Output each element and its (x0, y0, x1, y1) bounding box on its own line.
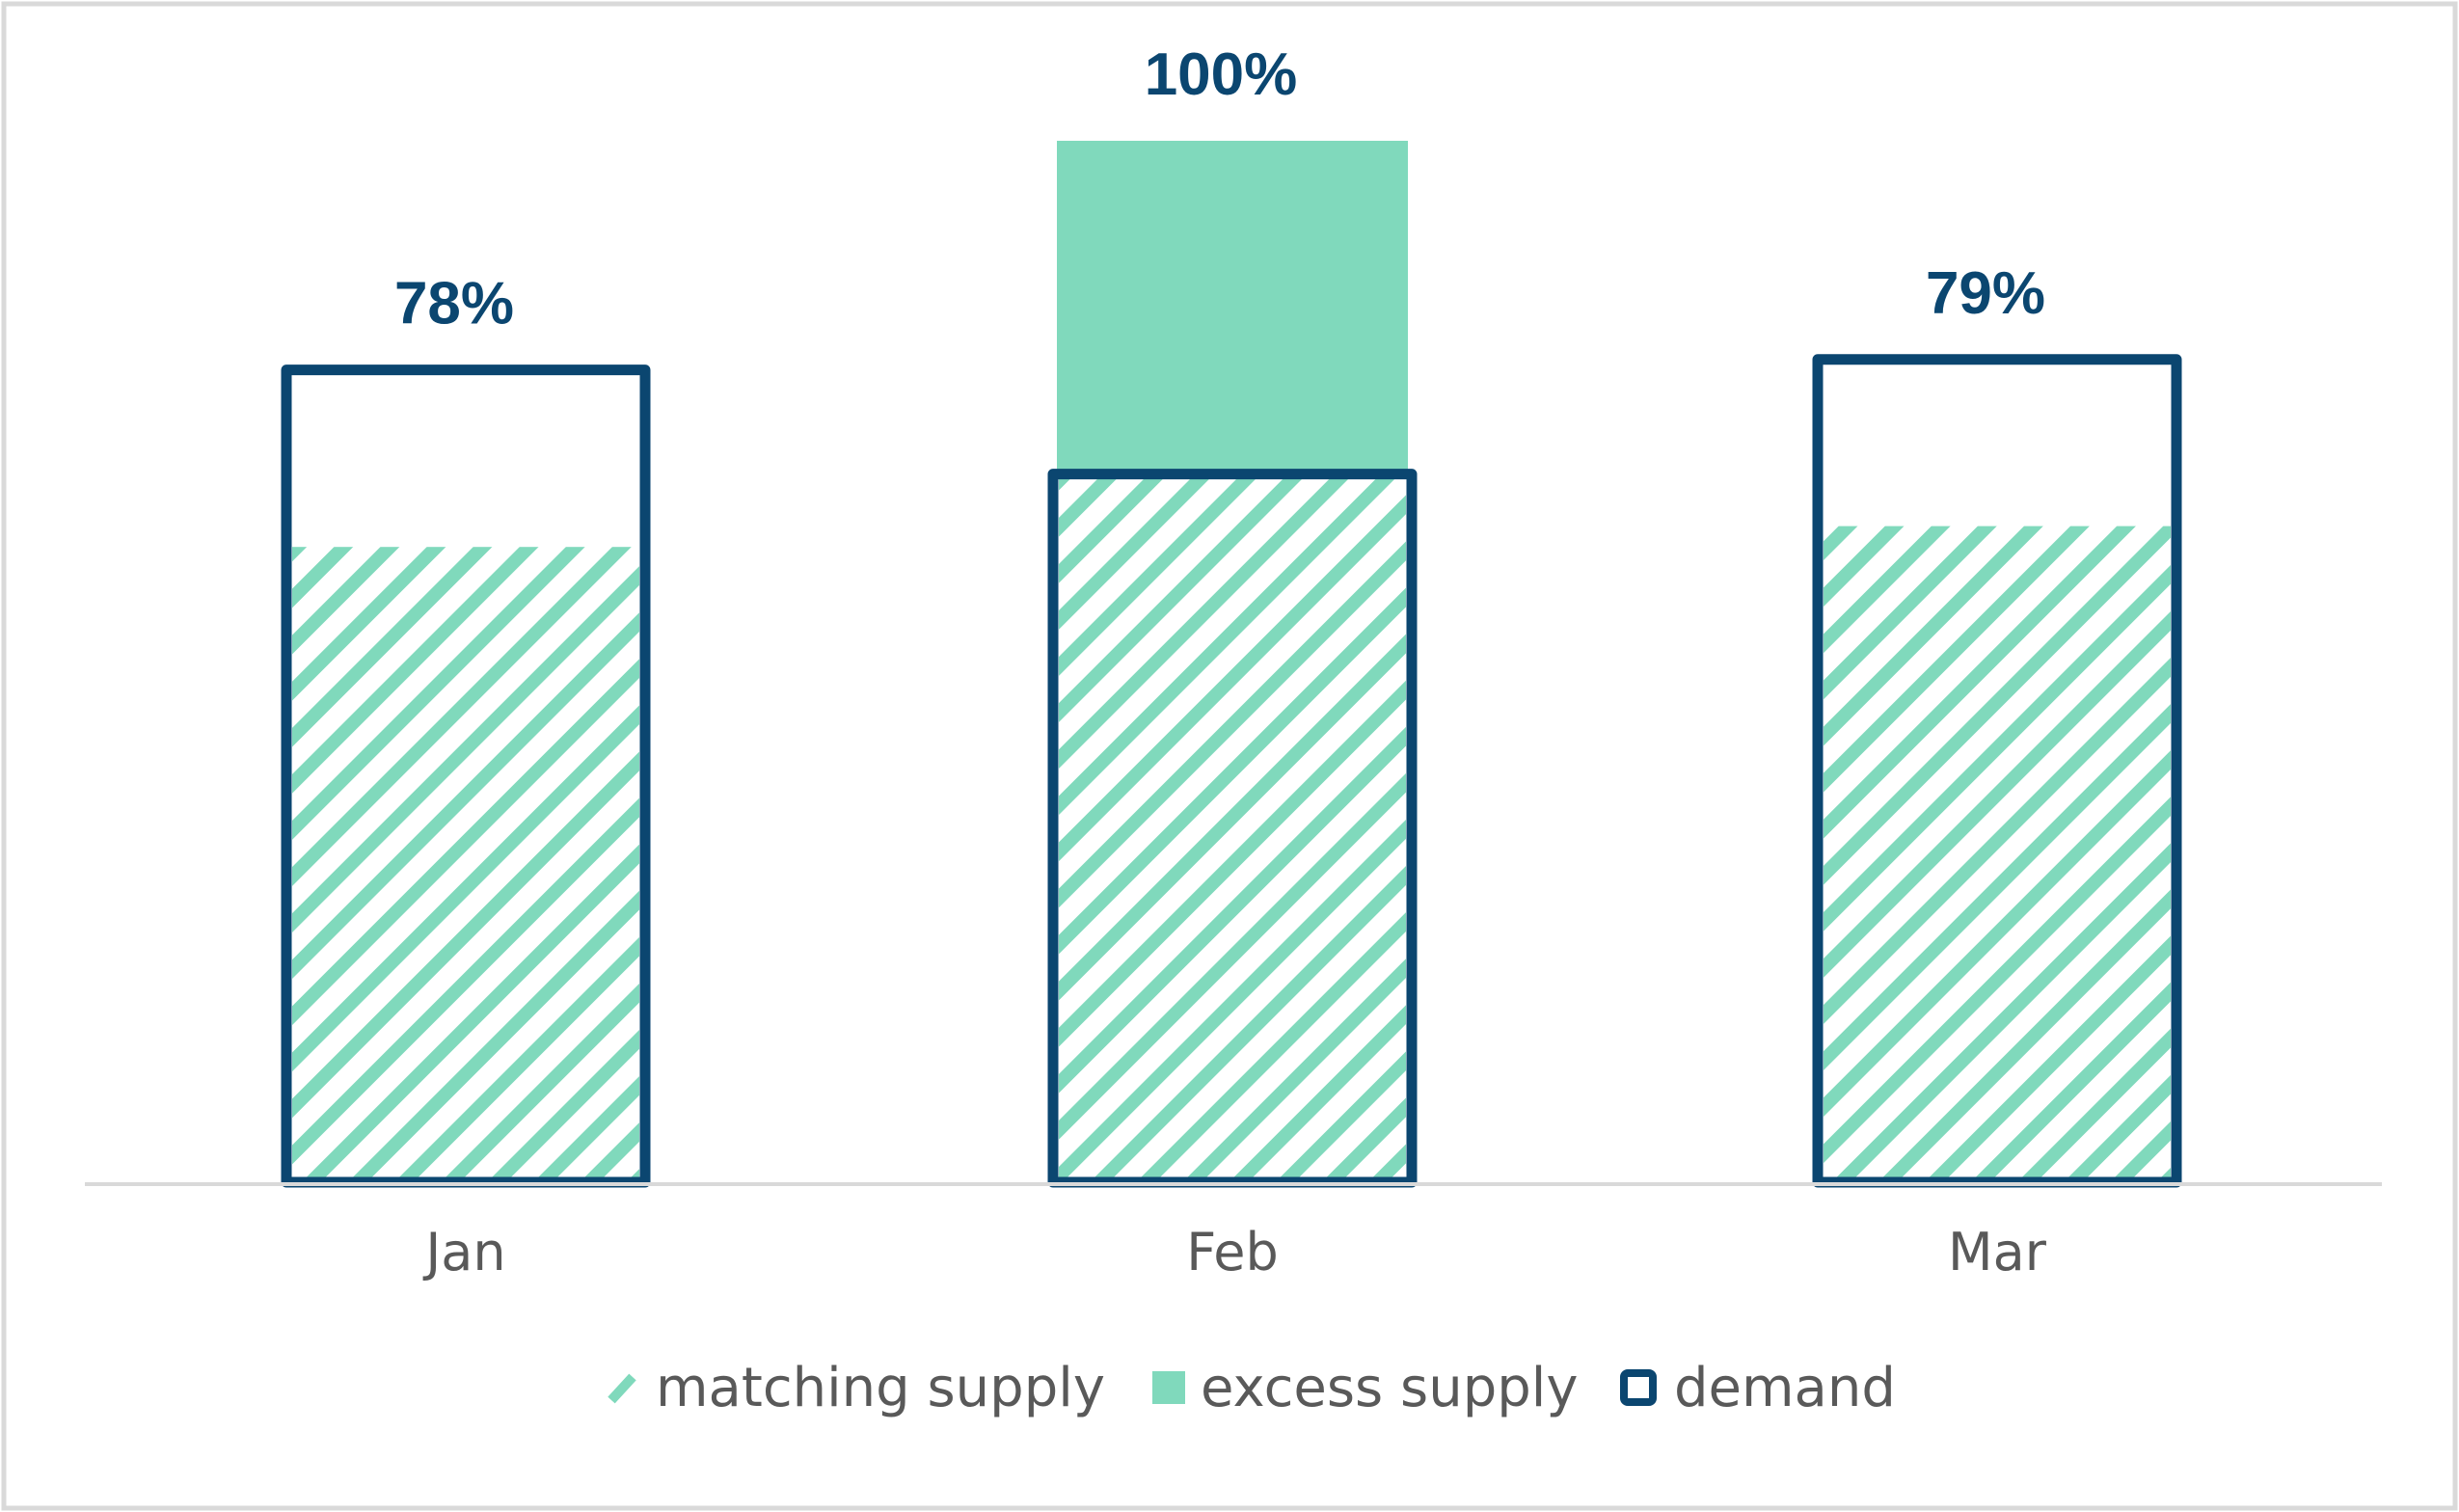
legend-entry-excess-supply: excess supply (1152, 1357, 1578, 1419)
legend-label: excess supply (1201, 1357, 1578, 1419)
legend-swatch-outline (1620, 1369, 1657, 1406)
legend-entry-demand: demand (1620, 1357, 1896, 1419)
bars-layer (281, 141, 2182, 1188)
data-label-jan: 78% (394, 271, 514, 338)
x-tick-label-mar: Mar (1948, 1222, 2047, 1282)
data-label-feb: 100% (1145, 41, 1298, 108)
bar-matching-supply-mar (1824, 526, 2171, 1182)
legend-swatch-hatched (608, 1373, 636, 1404)
x-tick-label-jan: Jan (422, 1222, 505, 1282)
bar-excess-supply-feb (1057, 141, 1408, 474)
legend-entry-matching-supply: matching supply (608, 1357, 1105, 1419)
legend: matching supply excess supply demand (608, 1357, 1896, 1419)
bar-matching-supply-feb (1059, 473, 1406, 1183)
labels-layer: 78% Jan 100% Feb 79% Mar (394, 41, 2047, 1282)
data-label-mar: 79% (1926, 260, 2045, 327)
legend-label: matching supply (656, 1357, 1105, 1419)
legend-label: demand (1674, 1357, 1896, 1419)
legend-swatch-solid (1152, 1371, 1185, 1404)
x-tick-label-feb: Feb (1186, 1222, 1279, 1282)
bar-matching-supply-jan (292, 547, 639, 1182)
